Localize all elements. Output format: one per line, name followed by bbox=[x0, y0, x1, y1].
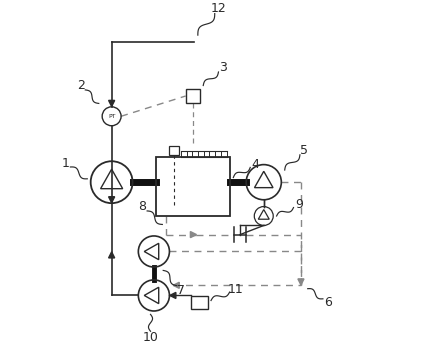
Bar bbox=[155, 157, 230, 216]
Text: 10: 10 bbox=[143, 331, 159, 344]
Text: 6: 6 bbox=[324, 296, 332, 309]
Bar bbox=[191, 296, 208, 309]
Text: PT: PT bbox=[108, 114, 115, 119]
Polygon shape bbox=[298, 279, 304, 285]
Text: 4: 4 bbox=[252, 158, 260, 171]
Text: 5: 5 bbox=[300, 144, 308, 157]
Polygon shape bbox=[190, 232, 197, 238]
Bar bbox=[186, 89, 200, 103]
Text: 1: 1 bbox=[62, 157, 70, 170]
Polygon shape bbox=[109, 252, 115, 258]
Text: 11: 11 bbox=[227, 283, 243, 296]
Text: 8: 8 bbox=[139, 200, 147, 213]
Bar bbox=[169, 146, 179, 155]
Polygon shape bbox=[109, 101, 115, 107]
Polygon shape bbox=[109, 197, 115, 203]
Text: 3: 3 bbox=[219, 62, 227, 74]
Polygon shape bbox=[170, 292, 176, 298]
Text: 12: 12 bbox=[210, 2, 226, 15]
Text: 7: 7 bbox=[177, 284, 185, 297]
Text: 9: 9 bbox=[295, 198, 303, 211]
Text: 2: 2 bbox=[77, 79, 85, 92]
Polygon shape bbox=[173, 282, 179, 289]
